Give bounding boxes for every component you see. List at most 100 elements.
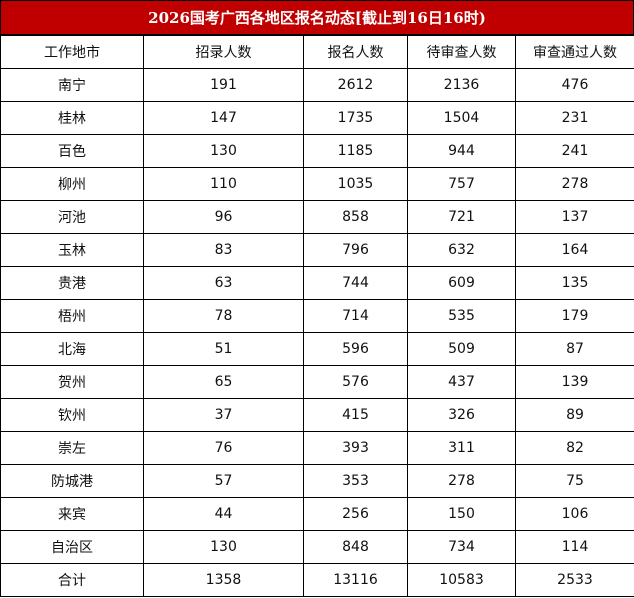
cell-quota: 51 xyxy=(143,332,304,366)
cell-city: 合计 xyxy=(0,563,144,597)
cell-applicants: 1035 xyxy=(303,167,408,201)
cell-approved: 114 xyxy=(515,530,634,564)
cell-applicants: 256 xyxy=(303,497,408,531)
cell-city: 百色 xyxy=(0,134,144,168)
cell-applicants: 576 xyxy=(303,365,408,399)
cell-applicants: 353 xyxy=(303,464,408,498)
cell-approved: 139 xyxy=(515,365,634,399)
cell-pending: 535 xyxy=(407,299,516,333)
cell-approved: 137 xyxy=(515,200,634,234)
table-row: 防城港 57 353 278 75 xyxy=(0,464,634,498)
table-row: 贺州 65 576 437 139 xyxy=(0,365,634,399)
cell-applicants: 2612 xyxy=(303,68,408,102)
cell-applicants: 393 xyxy=(303,431,408,465)
table-row: 贵港 63 744 609 135 xyxy=(0,266,634,300)
cell-quota: 78 xyxy=(143,299,304,333)
cell-city: 玉林 xyxy=(0,233,144,267)
table-row: 钦州 37 415 326 89 xyxy=(0,398,634,432)
cell-quota: 57 xyxy=(143,464,304,498)
total-row: 合计 1358 13116 10583 2533 xyxy=(0,563,634,597)
cell-quota: 130 xyxy=(143,530,304,564)
cell-quota: 110 xyxy=(143,167,304,201)
cell-approved: 106 xyxy=(515,497,634,531)
cell-quota: 96 xyxy=(143,200,304,234)
cell-city: 桂林 xyxy=(0,101,144,135)
cell-approved: 241 xyxy=(515,134,634,168)
cell-approved: 2533 xyxy=(515,563,634,597)
table-row: 玉林 83 796 632 164 xyxy=(0,233,634,267)
cell-quota: 130 xyxy=(143,134,304,168)
cell-approved: 476 xyxy=(515,68,634,102)
cell-applicants: 596 xyxy=(303,332,408,366)
cell-city: 崇左 xyxy=(0,431,144,465)
cell-pending: 10583 xyxy=(407,563,516,597)
cell-applicants: 1735 xyxy=(303,101,408,135)
cell-approved: 278 xyxy=(515,167,634,201)
cell-city: 来宾 xyxy=(0,497,144,531)
table-row: 百色 130 1185 944 241 xyxy=(0,134,634,168)
cell-approved: 75 xyxy=(515,464,634,498)
cell-approved: 164 xyxy=(515,233,634,267)
cell-approved: 82 xyxy=(515,431,634,465)
cell-applicants: 796 xyxy=(303,233,408,267)
cell-city: 贵港 xyxy=(0,266,144,300)
cell-city: 防城港 xyxy=(0,464,144,498)
table-row: 崇左 76 393 311 82 xyxy=(0,431,634,465)
table-title: 2026国考广西各地区报名动态[截止到16日16时) xyxy=(0,0,634,35)
cell-pending: 509 xyxy=(407,332,516,366)
cell-quota: 44 xyxy=(143,497,304,531)
cell-city: 自治区 xyxy=(0,530,144,564)
cell-quota: 83 xyxy=(143,233,304,267)
cell-pending: 734 xyxy=(407,530,516,564)
table-row: 南宁 191 2612 2136 476 xyxy=(0,68,634,102)
cell-pending: 609 xyxy=(407,266,516,300)
cell-approved: 87 xyxy=(515,332,634,366)
cell-applicants: 13116 xyxy=(303,563,408,597)
table-row: 梧州 78 714 535 179 xyxy=(0,299,634,333)
cell-city: 南宁 xyxy=(0,68,144,102)
cell-pending: 757 xyxy=(407,167,516,201)
header-pending: 待审查人数 xyxy=(407,35,516,69)
cell-pending: 311 xyxy=(407,431,516,465)
registration-table: 工作地市 招录人数 报名人数 待审查人数 审查通过人数 南宁 191 2612 213… xyxy=(0,35,634,597)
cell-city: 钦州 xyxy=(0,398,144,432)
header-applicants: 报名人数 xyxy=(303,35,408,69)
cell-quota: 65 xyxy=(143,365,304,399)
cell-pending: 2136 xyxy=(407,68,516,102)
cell-quota: 37 xyxy=(143,398,304,432)
table-row: 自治区 130 848 734 114 xyxy=(0,530,634,564)
cell-applicants: 415 xyxy=(303,398,408,432)
cell-quota: 191 xyxy=(143,68,304,102)
cell-approved: 89 xyxy=(515,398,634,432)
cell-approved: 135 xyxy=(515,266,634,300)
cell-pending: 632 xyxy=(407,233,516,267)
cell-quota: 76 xyxy=(143,431,304,465)
cell-applicants: 848 xyxy=(303,530,408,564)
cell-city: 河池 xyxy=(0,200,144,234)
header-approved: 审查通过人数 xyxy=(515,35,634,69)
cell-applicants: 858 xyxy=(303,200,408,234)
cell-applicants: 714 xyxy=(303,299,408,333)
cell-city: 贺州 xyxy=(0,365,144,399)
cell-pending: 944 xyxy=(407,134,516,168)
table-row: 北海 51 596 509 87 xyxy=(0,332,634,366)
cell-city: 梧州 xyxy=(0,299,144,333)
table-row: 柳州 110 1035 757 278 xyxy=(0,167,634,201)
header-row: 工作地市 招录人数 报名人数 待审查人数 审查通过人数 xyxy=(0,35,634,69)
cell-quota: 1358 xyxy=(143,563,304,597)
cell-approved: 179 xyxy=(515,299,634,333)
cell-applicants: 744 xyxy=(303,266,408,300)
cell-city: 柳州 xyxy=(0,167,144,201)
cell-city: 北海 xyxy=(0,332,144,366)
cell-pending: 326 xyxy=(407,398,516,432)
cell-approved: 231 xyxy=(515,101,634,135)
header-quota: 招录人数 xyxy=(143,35,304,69)
cell-pending: 721 xyxy=(407,200,516,234)
cell-pending: 1504 xyxy=(407,101,516,135)
cell-quota: 63 xyxy=(143,266,304,300)
cell-pending: 150 xyxy=(407,497,516,531)
table-row: 桂林 147 1735 1504 231 xyxy=(0,101,634,135)
header-city: 工作地市 xyxy=(0,35,144,69)
cell-quota: 147 xyxy=(143,101,304,135)
